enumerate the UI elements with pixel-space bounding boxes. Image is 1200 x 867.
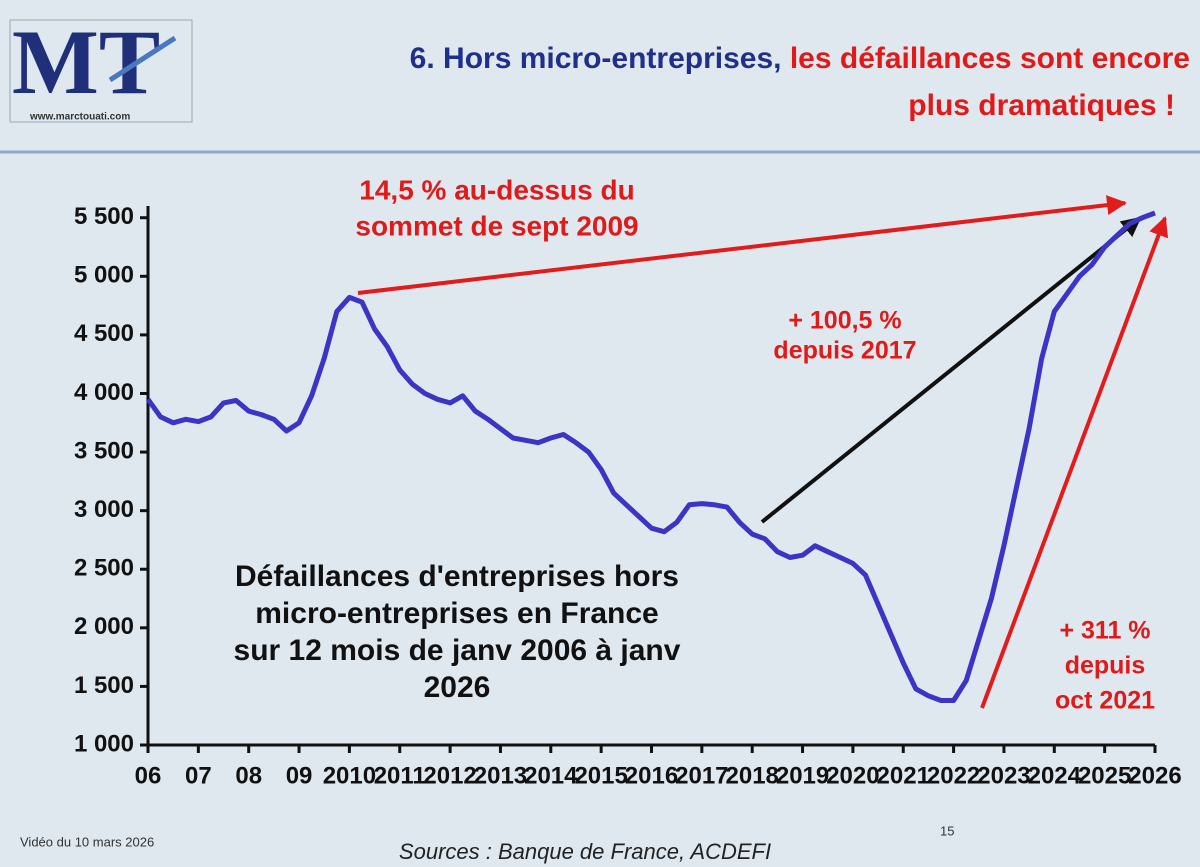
annotation: depuis: [1065, 652, 1146, 680]
arrow: [980, 216, 1169, 709]
page-number: 15: [940, 823, 954, 838]
x-tick-label: 2020: [826, 762, 879, 789]
y-tick-label: 4 500: [74, 320, 134, 347]
arrow: [357, 195, 1127, 295]
annotation: sommet de sept 2009: [355, 210, 638, 241]
arrow: [760, 216, 1142, 524]
x-tick-label: 2016: [625, 762, 678, 789]
logo-url: www.marctouati.com: [29, 112, 130, 123]
x-tick-label: 07: [185, 762, 212, 789]
logo-frame: [9, 19, 193, 123]
x-tick-label: 2018: [726, 762, 779, 789]
y-tick-label: 3 500: [74, 437, 134, 464]
annotation: + 100,5 %: [788, 307, 901, 335]
x-tick-label: 2013: [474, 762, 527, 789]
x-tick-label: 2019: [776, 762, 829, 789]
x-tick-label: 2025: [1078, 762, 1131, 789]
x-tick-label: 2010: [323, 762, 376, 789]
x-tick-label: 08: [235, 762, 262, 789]
annotation: Défaillances d'entreprises hors: [235, 560, 679, 593]
x-tick-label: 2024: [1028, 762, 1082, 789]
y-tick-label: 1 500: [74, 672, 134, 699]
y-tick-label: 4 000: [74, 379, 134, 406]
annotation: micro-entreprises en France: [255, 597, 659, 630]
y-tick-label: 5 000: [74, 262, 134, 289]
logo-arrow: [108, 35, 177, 83]
title: 6. Hors micro-entreprises, les défaillan…: [410, 42, 1190, 75]
annotation: depuis 2017: [773, 337, 916, 365]
x-tick-label: 2022: [927, 762, 980, 789]
y-tick-label: 5 500: [74, 203, 134, 230]
footer-video: Vidéo du 10 mars 2026: [20, 834, 154, 849]
y-tick-label: 1 000: [74, 730, 134, 757]
x-tick-label: 2015: [574, 762, 627, 789]
x-tick-label: 2012: [423, 762, 476, 789]
y-tick-label: 2 000: [74, 613, 134, 640]
data-line: [145, 210, 1156, 703]
x-tick-label: 2026: [1128, 762, 1181, 789]
x-tick-label: 2011: [374, 762, 426, 789]
x-tick-label: 06: [135, 762, 162, 789]
x-tick-label: 2014: [524, 762, 578, 789]
x-tick-label: 2021: [877, 762, 930, 789]
annotation: 2026: [424, 671, 491, 704]
annotation: oct 2021: [1055, 687, 1155, 715]
x-tick-label: 09: [286, 762, 313, 789]
title-line2: plus dramatiques !: [908, 89, 1175, 122]
annotation: + 311 %: [1059, 617, 1150, 645]
y-tick-label: 3 000: [74, 496, 134, 523]
x-tick-label: 2017: [675, 762, 728, 789]
x-tick-label: 2023: [977, 762, 1030, 789]
annotation: sur 12 mois de janv 2006 à janv: [234, 634, 681, 667]
annotations: 14,5 % au-dessus du sommet de sept 2009 + …: [234, 174, 1156, 714]
annotation: 14,5 % au-dessus du: [359, 174, 634, 205]
sources: Sources : Banque de France, ACDEFI: [399, 839, 771, 864]
y-tick-label: 2 500: [74, 555, 134, 582]
